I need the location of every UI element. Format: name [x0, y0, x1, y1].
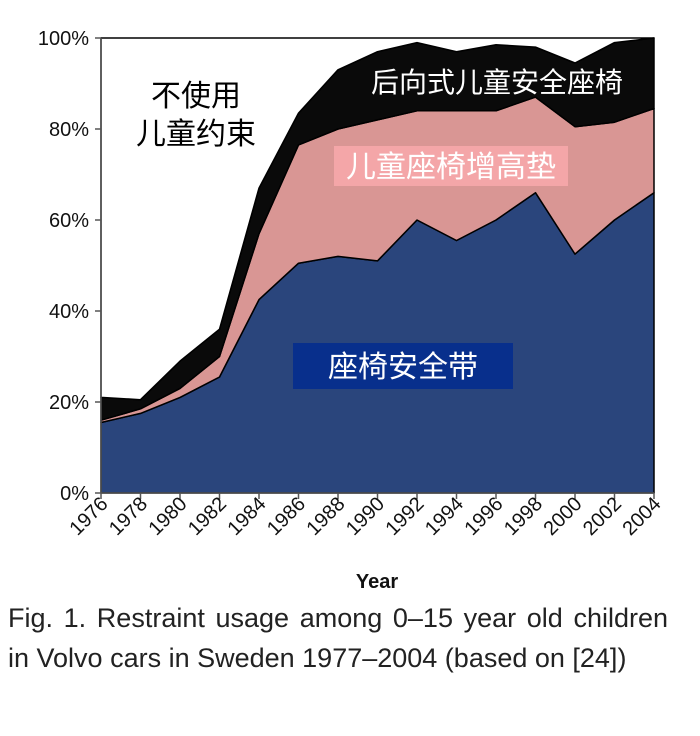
label-booster-background: [334, 146, 568, 186]
x-tick-label: 1994: [421, 493, 468, 540]
label-belt-background: [293, 343, 513, 389]
y-tick-label: 100%: [38, 28, 89, 50]
y-tick-label: 20%: [49, 392, 89, 414]
label-seat-belt: 座椅安全带: [328, 350, 478, 385]
y-tick-label: 80%: [49, 119, 89, 141]
x-tick-label: 1986: [263, 493, 310, 540]
x-tick-label: 1992: [382, 493, 429, 540]
x-tick-label: 1982: [184, 493, 231, 540]
x-axis-title: Year: [356, 571, 398, 593]
area-layer: [100, 37, 655, 494]
x-tick-label: 1996: [461, 493, 508, 540]
x-tick-label: 2002: [579, 493, 626, 540]
x-tick-label: 1978: [105, 493, 152, 540]
label-booster-seat: 儿童座椅增高垫: [346, 150, 556, 185]
x-tick-label: 1984: [224, 493, 271, 540]
area-series-3: [100, 37, 655, 401]
x-tick-layer: 1976197819801982198419861988199019921994…: [66, 493, 666, 540]
x-tick-label: 2004: [619, 493, 666, 540]
y-tick-label: 40%: [49, 301, 89, 323]
label-no-restraint-line1: 不使用: [151, 79, 241, 114]
y-tick-label: 60%: [49, 210, 89, 232]
x-tick-label: 2000: [540, 493, 587, 540]
x-tick-label: 1998: [500, 493, 547, 540]
label-rear-facing-seat: 后向式儿童安全座椅: [371, 66, 623, 99]
chart: 0% 20% 40% 60% 80% 100% 197619781980198219841…: [38, 28, 666, 593]
x-tick-label: 1990: [342, 493, 389, 540]
x-tick-label: 1980: [145, 493, 192, 540]
x-tick-label: 1988: [303, 493, 350, 540]
label-no-restraint-line2: 儿童约束: [136, 117, 256, 152]
figure-caption: Fig. 1. Restraint usage among 0–15 year …: [8, 603, 668, 673]
y-tick-label: 0%: [60, 483, 89, 505]
y-tick-layer: 0% 20% 40% 60% 80% 100%: [38, 28, 101, 505]
